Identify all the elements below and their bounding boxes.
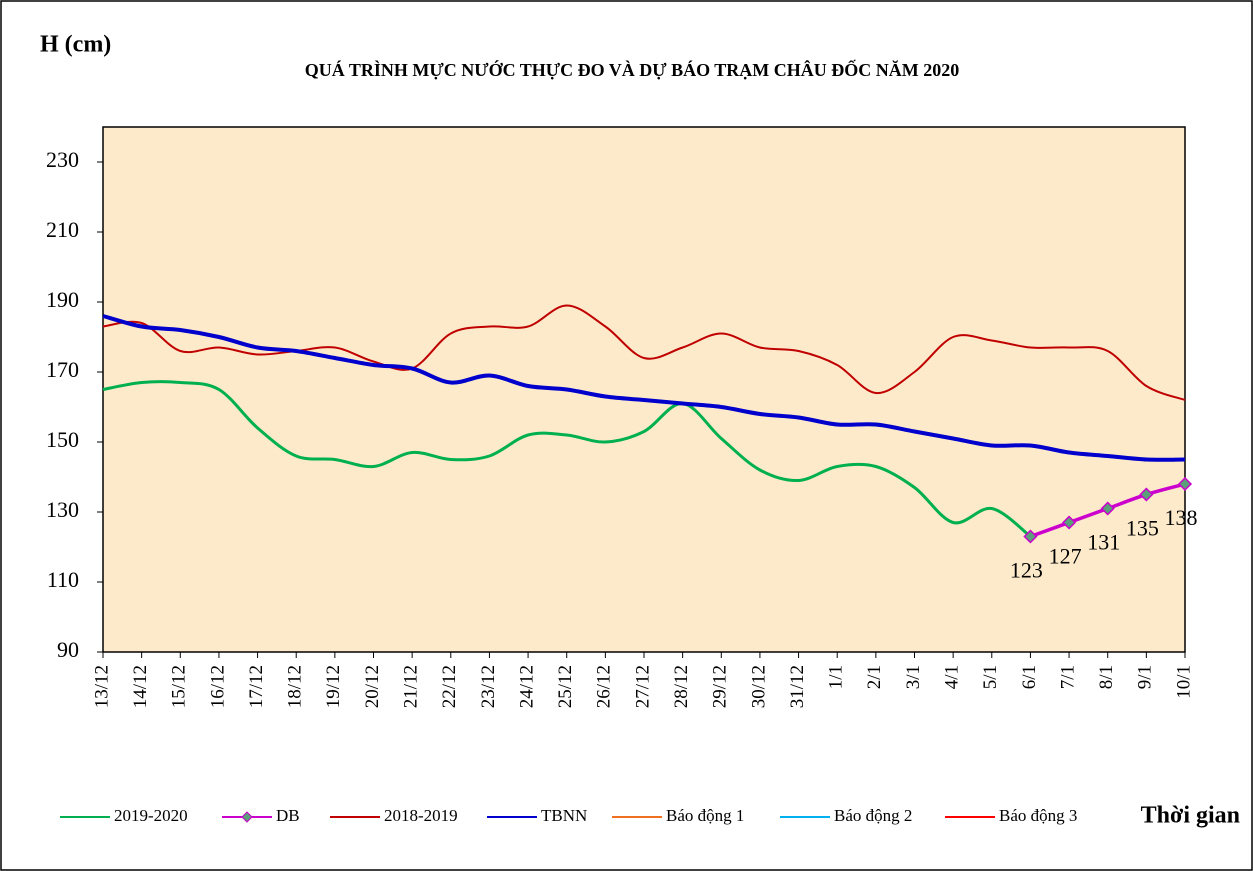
x-tick-label: 6/1 [1019, 665, 1040, 689]
x-tick-label: 2/1 [864, 665, 885, 689]
x-tick-label: 24/12 [516, 665, 537, 708]
x-tick-label: 14/12 [130, 665, 151, 708]
x-tick-label: 31/12 [787, 665, 808, 708]
x-tick-label: 15/12 [169, 665, 190, 708]
x-tick-label: 16/12 [207, 665, 228, 708]
x-tick-label: 19/12 [323, 665, 344, 708]
x-tick-label: 25/12 [555, 665, 576, 708]
data-label: 127 [1049, 544, 1082, 569]
x-tick-label: 27/12 [632, 665, 653, 708]
data-label: 138 [1165, 505, 1198, 530]
legend-label: 2018-2019 [384, 806, 458, 825]
x-tick-label: 3/1 [903, 665, 924, 689]
x-tick-label: 21/12 [401, 665, 422, 708]
legend-label: Báo động 2 [834, 806, 912, 825]
marker [1023, 529, 1038, 544]
marker [1062, 515, 1077, 530]
marker [1100, 501, 1115, 516]
legend-marker [241, 811, 253, 823]
x-tick-label: 8/1 [1096, 665, 1117, 689]
x-tick-label: 28/12 [671, 665, 692, 708]
legend-label: Báo động 3 [999, 806, 1077, 825]
y-tick-label: 110 [47, 567, 79, 592]
legend-label: 2019-2020 [114, 806, 188, 825]
legend-label: TBNN [541, 806, 587, 825]
series-line [102, 304, 1186, 401]
series-line [102, 380, 1032, 538]
y-tick-label: 170 [46, 357, 79, 382]
x-tick-label: 1/1 [826, 665, 847, 689]
x-tick-label: 17/12 [246, 665, 267, 708]
y-tick-label: 150 [46, 427, 79, 452]
y-axis-label: H (cm) [40, 32, 111, 58]
x-tick-label: 5/1 [980, 665, 1001, 689]
y-tick-label: 130 [46, 497, 79, 522]
y-tick-label: 210 [46, 217, 79, 242]
y-tick-label: 230 [46, 147, 79, 172]
y-tick-label: 190 [46, 287, 79, 312]
marker [1139, 487, 1154, 502]
x-tick-label: 30/12 [748, 665, 769, 708]
marker [1177, 476, 1193, 492]
plot-area [102, 126, 1186, 653]
legend-label: DB [276, 806, 300, 825]
data-label: 135 [1126, 516, 1159, 541]
x-tick-label: 26/12 [594, 665, 615, 708]
data-label: 123 [1010, 558, 1043, 583]
x-tick-label: 29/12 [710, 665, 731, 708]
series-line [102, 314, 1186, 462]
x-tick-label: 23/12 [478, 665, 499, 708]
legend-label: Báo động 1 [666, 806, 744, 825]
x-axis-label: Thời gian [1141, 803, 1240, 829]
y-tick-label: 90 [57, 637, 79, 662]
chart-title: QUÁ TRÌNH MỰC NƯỚC THỰC ĐO VÀ DỰ BÁO TRẠ… [305, 59, 960, 80]
x-tick-label: 4/1 [942, 665, 963, 689]
x-tick-label: 22/12 [439, 665, 460, 708]
x-tick-label: 20/12 [362, 665, 383, 708]
data-label: 131 [1087, 530, 1120, 555]
x-tick-label: 9/1 [1135, 665, 1156, 689]
x-tick-label: 13/12 [91, 665, 112, 708]
x-tick-label: 7/1 [1057, 665, 1078, 689]
x-tick-label: 10/1 [1173, 665, 1194, 699]
x-tick-label: 18/12 [285, 665, 306, 708]
